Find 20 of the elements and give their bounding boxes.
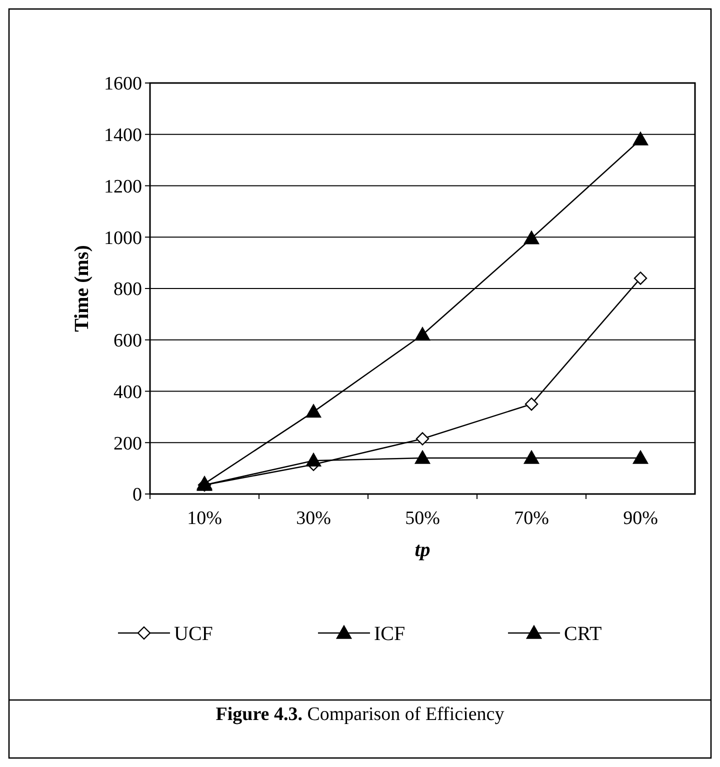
x-tick-label: 90% <box>623 508 658 529</box>
caption: Figure 4.3. Comparison of Efficiency <box>216 704 505 725</box>
y-tick-label: 1400 <box>104 125 142 146</box>
y-tick-label: 0 <box>132 484 142 506</box>
y-axis-title: Time (ms) <box>71 245 93 332</box>
legend-label: ICF <box>374 623 406 645</box>
y-tick-label: 200 <box>114 433 142 454</box>
y-tick-label: 800 <box>114 279 142 300</box>
x-tick-label: 10% <box>187 508 222 529</box>
x-tick-label: 50% <box>405 508 440 529</box>
y-tick-label: 1600 <box>104 74 142 95</box>
x-axis-title: tp <box>414 539 430 561</box>
legend-label: CRT <box>564 623 602 645</box>
y-tick-label: 1200 <box>104 176 142 198</box>
y-tick-label: 600 <box>114 330 142 352</box>
y-tick-label: 1000 <box>104 228 142 249</box>
x-tick-label: 70% <box>514 508 550 529</box>
legend-label: UCF <box>174 623 213 645</box>
x-tick-label: 30% <box>296 508 332 529</box>
y-tick-label: 400 <box>114 382 142 403</box>
